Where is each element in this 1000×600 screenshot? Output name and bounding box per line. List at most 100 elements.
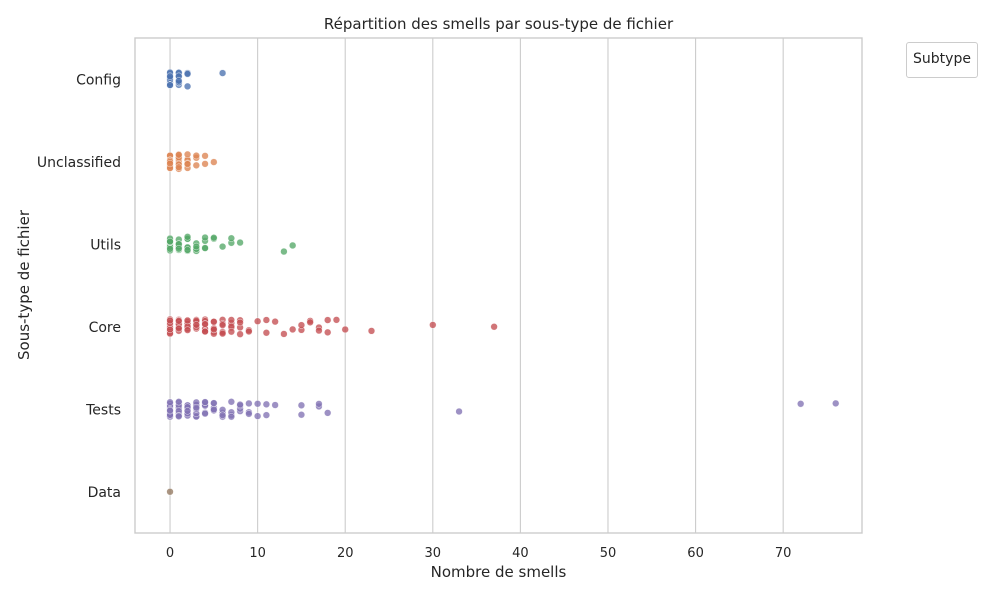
x-tick-label: 50	[600, 546, 617, 561]
data-point	[262, 400, 270, 408]
data-point	[262, 316, 270, 324]
x-tick-label: 20	[337, 546, 354, 561]
data-point	[183, 246, 192, 254]
data-point	[175, 324, 183, 333]
x-tick-label: 70	[775, 546, 792, 561]
data-point	[166, 488, 174, 496]
data-point	[210, 234, 218, 242]
data-point	[166, 237, 174, 246]
data-point	[175, 151, 183, 159]
data-point	[183, 407, 192, 415]
data-point	[315, 400, 323, 408]
y-tick-label: Utils	[90, 237, 121, 253]
data-point	[271, 318, 279, 326]
data-point	[289, 241, 297, 250]
y-tick-label: Unclassified	[37, 155, 121, 171]
data-point	[429, 321, 437, 329]
data-point	[192, 161, 200, 169]
data-point	[175, 77, 183, 85]
data-point	[262, 329, 270, 337]
x-axis-label: Nombre de smells	[430, 563, 567, 581]
data-point	[797, 400, 805, 408]
data-point	[254, 400, 262, 408]
data-point	[210, 325, 218, 334]
y-tick-label: Tests	[85, 402, 121, 418]
data-point	[218, 69, 227, 77]
data-point	[166, 72, 174, 80]
data-point	[227, 413, 235, 421]
data-point	[175, 317, 183, 325]
x-tick-label: 60	[687, 546, 704, 561]
data-point	[210, 405, 218, 414]
data-point	[175, 412, 183, 420]
data-point	[297, 401, 306, 409]
data-point	[271, 401, 279, 409]
data-point	[218, 329, 227, 338]
y-tick-label: Core	[89, 320, 121, 336]
data-point	[315, 326, 323, 335]
x-tick-label: 10	[249, 546, 266, 561]
data-point	[306, 318, 314, 326]
data-point	[183, 233, 192, 241]
plot-frame	[134, 37, 863, 534]
data-point	[324, 328, 332, 336]
data-point	[218, 243, 227, 251]
data-point	[201, 160, 209, 168]
data-point	[324, 409, 332, 417]
data-point	[297, 411, 306, 419]
data-point	[367, 327, 376, 335]
data-point	[166, 398, 174, 406]
data-point	[245, 327, 253, 336]
data-point	[192, 321, 200, 329]
data-point	[236, 318, 244, 327]
data-point	[332, 316, 341, 324]
data-point	[832, 399, 840, 407]
data-point	[341, 325, 349, 334]
data-point	[324, 316, 332, 324]
data-point	[166, 81, 174, 89]
data-point	[166, 245, 174, 253]
x-tick-label: 30	[425, 546, 442, 561]
data-point	[280, 330, 288, 338]
x-tick-label: 40	[512, 546, 529, 561]
data-point	[183, 317, 192, 325]
data-point	[166, 159, 174, 168]
data-point	[175, 245, 183, 253]
data-point	[227, 328, 235, 336]
data-point	[201, 410, 209, 418]
data-point	[166, 407, 174, 415]
data-point	[210, 318, 218, 326]
y-tick-label: Config	[76, 72, 121, 88]
data-point	[201, 398, 209, 406]
data-point	[227, 316, 235, 324]
data-point	[254, 317, 262, 325]
data-point	[210, 158, 218, 166]
legend: Subtype	[906, 42, 978, 78]
y-axis-label: Sous-type de fichier	[15, 210, 33, 360]
data-point	[227, 398, 235, 406]
data-point	[254, 412, 262, 420]
x-tick-label: 0	[166, 546, 174, 561]
data-point	[201, 152, 209, 160]
data-point	[245, 410, 253, 418]
data-point	[297, 321, 306, 329]
data-point	[236, 238, 244, 247]
data-point	[289, 325, 297, 334]
y-tick-label: Data	[88, 485, 121, 501]
data-point	[183, 70, 192, 78]
data-point	[201, 320, 209, 328]
data-point	[192, 404, 200, 412]
data-point	[236, 330, 244, 338]
data-point	[201, 327, 209, 336]
data-point	[227, 234, 235, 242]
legend-title: Subtype	[913, 51, 971, 67]
data-point	[175, 398, 183, 406]
data-point	[236, 401, 244, 409]
data-point	[218, 411, 227, 419]
chart-title: Répartition des smells par sous-type de …	[323, 15, 674, 33]
data-point	[280, 247, 288, 256]
data-point	[192, 152, 200, 160]
data-point	[183, 326, 192, 334]
data-point	[201, 233, 209, 242]
